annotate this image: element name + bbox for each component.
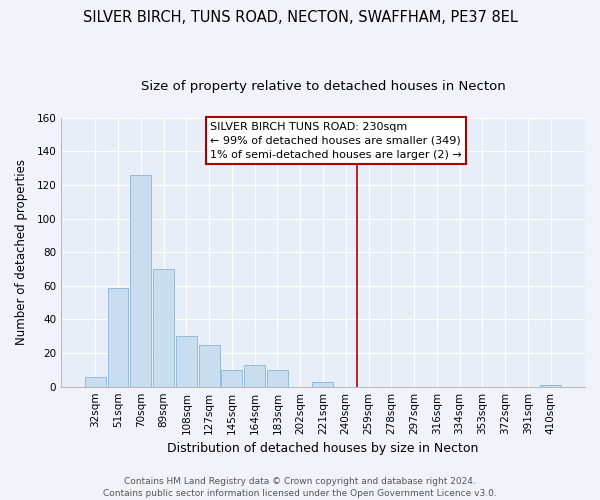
Bar: [244, 365, 265, 386]
Bar: [540, 385, 561, 386]
Bar: [221, 370, 242, 386]
Text: Contains HM Land Registry data © Crown copyright and database right 2024.
Contai: Contains HM Land Registry data © Crown c…: [103, 476, 497, 498]
Bar: [85, 376, 106, 386]
Bar: [199, 344, 220, 387]
Bar: [107, 288, 128, 386]
Bar: [153, 269, 174, 386]
Bar: [313, 382, 334, 386]
Title: Size of property relative to detached houses in Necton: Size of property relative to detached ho…: [140, 80, 505, 93]
X-axis label: Distribution of detached houses by size in Necton: Distribution of detached houses by size …: [167, 442, 479, 455]
Y-axis label: Number of detached properties: Number of detached properties: [15, 159, 28, 345]
Bar: [176, 336, 197, 386]
Bar: [267, 370, 288, 386]
Text: SILVER BIRCH TUNS ROAD: 230sqm
← 99% of detached houses are smaller (349)
1% of : SILVER BIRCH TUNS ROAD: 230sqm ← 99% of …: [211, 122, 462, 160]
Bar: [130, 175, 151, 386]
Text: SILVER BIRCH, TUNS ROAD, NECTON, SWAFFHAM, PE37 8EL: SILVER BIRCH, TUNS ROAD, NECTON, SWAFFHA…: [83, 10, 517, 25]
